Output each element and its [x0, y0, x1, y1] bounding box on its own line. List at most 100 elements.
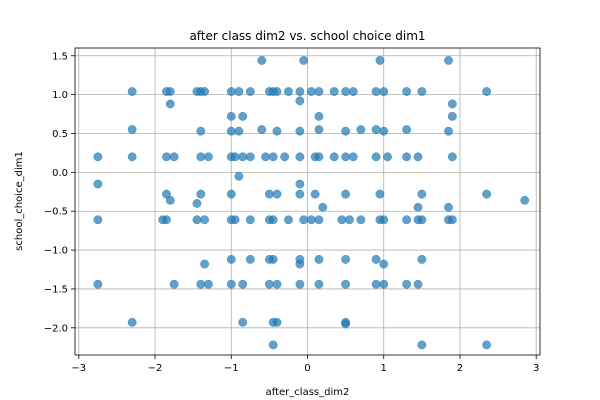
- scatter-point: [306, 215, 316, 225]
- scatter-point: [230, 215, 240, 225]
- scatter-point: [196, 279, 206, 289]
- scatter-point: [196, 152, 206, 162]
- scatter-point: [192, 198, 202, 208]
- scatter-point: [226, 189, 236, 199]
- scatter-point: [314, 279, 324, 289]
- y-axis-label: school_choice_dim1: [14, 151, 25, 251]
- scatter-point: [329, 152, 339, 162]
- scatter-point: [314, 254, 324, 264]
- scatter-point: [444, 202, 453, 212]
- scatter-point: [379, 87, 389, 96]
- scatter-point: [299, 55, 309, 65]
- scatter-point: [268, 254, 278, 264]
- scatter-point: [295, 189, 305, 199]
- scatter-point: [226, 126, 236, 136]
- scatter-point: [268, 215, 278, 225]
- scatter-point: [127, 317, 137, 327]
- scatter-point: [341, 87, 351, 96]
- scatter-point: [200, 215, 210, 225]
- scatter-point: [238, 111, 248, 121]
- scatter-point: [169, 279, 179, 289]
- scatter-point: [314, 215, 324, 225]
- scatter-point: [417, 340, 427, 350]
- y-tick-label: −1.5: [44, 284, 68, 295]
- scatter-point: [93, 279, 103, 289]
- y-tick-label: −1.0: [44, 246, 68, 257]
- scatter-point: [444, 55, 453, 65]
- scatter-point: [417, 215, 427, 225]
- scatter-point: [245, 254, 255, 264]
- scatter-point: [200, 87, 210, 96]
- scatter-point: [283, 215, 293, 225]
- scatter-point: [447, 215, 457, 225]
- scatter-point: [245, 87, 255, 96]
- scatter-point: [371, 125, 381, 135]
- y-tick-label: 1.0: [52, 90, 68, 101]
- chart-title: after class dim2 vs. school choice dim1: [189, 29, 425, 43]
- scatter-point: [314, 125, 324, 135]
- scatter-point: [341, 152, 351, 162]
- x-axis-label: after_class_dim2: [266, 387, 350, 398]
- scatter-point: [314, 111, 324, 121]
- scatter-point: [226, 254, 236, 264]
- scatter-point: [272, 317, 282, 327]
- x-tick-label: −3: [71, 363, 86, 374]
- scatter-point: [238, 317, 248, 327]
- scatter-point: [379, 215, 389, 225]
- scatter-point: [375, 55, 385, 65]
- scatter-point: [371, 87, 381, 96]
- scatter-point: [371, 254, 381, 264]
- scatter-point: [257, 125, 267, 135]
- scatter-point: [379, 259, 389, 269]
- scatter-point: [162, 152, 171, 162]
- scatter-point: [295, 87, 305, 96]
- scatter-point: [295, 152, 305, 162]
- scatter-point: [314, 87, 324, 96]
- scatter-point: [417, 189, 427, 199]
- scatter-point: [93, 179, 103, 189]
- scatter-point: [261, 152, 271, 162]
- scatter-point: [196, 189, 206, 199]
- scatter-point: [341, 189, 351, 199]
- scatter-point: [482, 87, 492, 96]
- scatter-point: [413, 202, 423, 212]
- scatter-point: [402, 215, 412, 225]
- scatter-point: [295, 126, 305, 136]
- scatter-point: [341, 126, 351, 136]
- scatter-point: [413, 152, 423, 162]
- scatter-point: [482, 189, 492, 199]
- x-tick-label: 2: [457, 363, 463, 374]
- x-tick-label: 1: [381, 363, 387, 374]
- x-tick-label: 0: [304, 363, 310, 374]
- scatter-point: [356, 125, 366, 135]
- scatter-point: [402, 87, 412, 96]
- scatter-point: [192, 215, 202, 225]
- grid: [75, 48, 540, 355]
- scatter-point: [283, 87, 293, 96]
- y-tick-label: 0.0: [52, 168, 68, 179]
- y-tick-label: 1.5: [52, 51, 68, 62]
- y-tick-label: 0.5: [52, 129, 68, 140]
- scatter-point: [268, 340, 278, 350]
- scatter-point: [238, 279, 248, 289]
- scatter-point: [295, 259, 305, 269]
- scatter-point: [234, 171, 244, 181]
- scatter-point: [200, 259, 210, 269]
- scatter-point: [272, 279, 282, 289]
- scatter-point: [447, 111, 457, 121]
- x-tick-label: 3: [533, 363, 539, 374]
- scatter-point: [413, 279, 423, 289]
- scatter-point: [447, 152, 457, 162]
- scatter-point: [375, 189, 385, 199]
- scatter-point: [348, 152, 358, 162]
- scatter-point: [341, 279, 351, 289]
- scatter-point: [318, 202, 328, 212]
- scatter-point: [165, 99, 175, 109]
- scatter-point: [257, 55, 267, 65]
- scatter-point: [520, 195, 530, 205]
- scatter-point: [203, 279, 213, 289]
- scatter-point: [402, 125, 412, 135]
- scatter-point: [299, 215, 309, 225]
